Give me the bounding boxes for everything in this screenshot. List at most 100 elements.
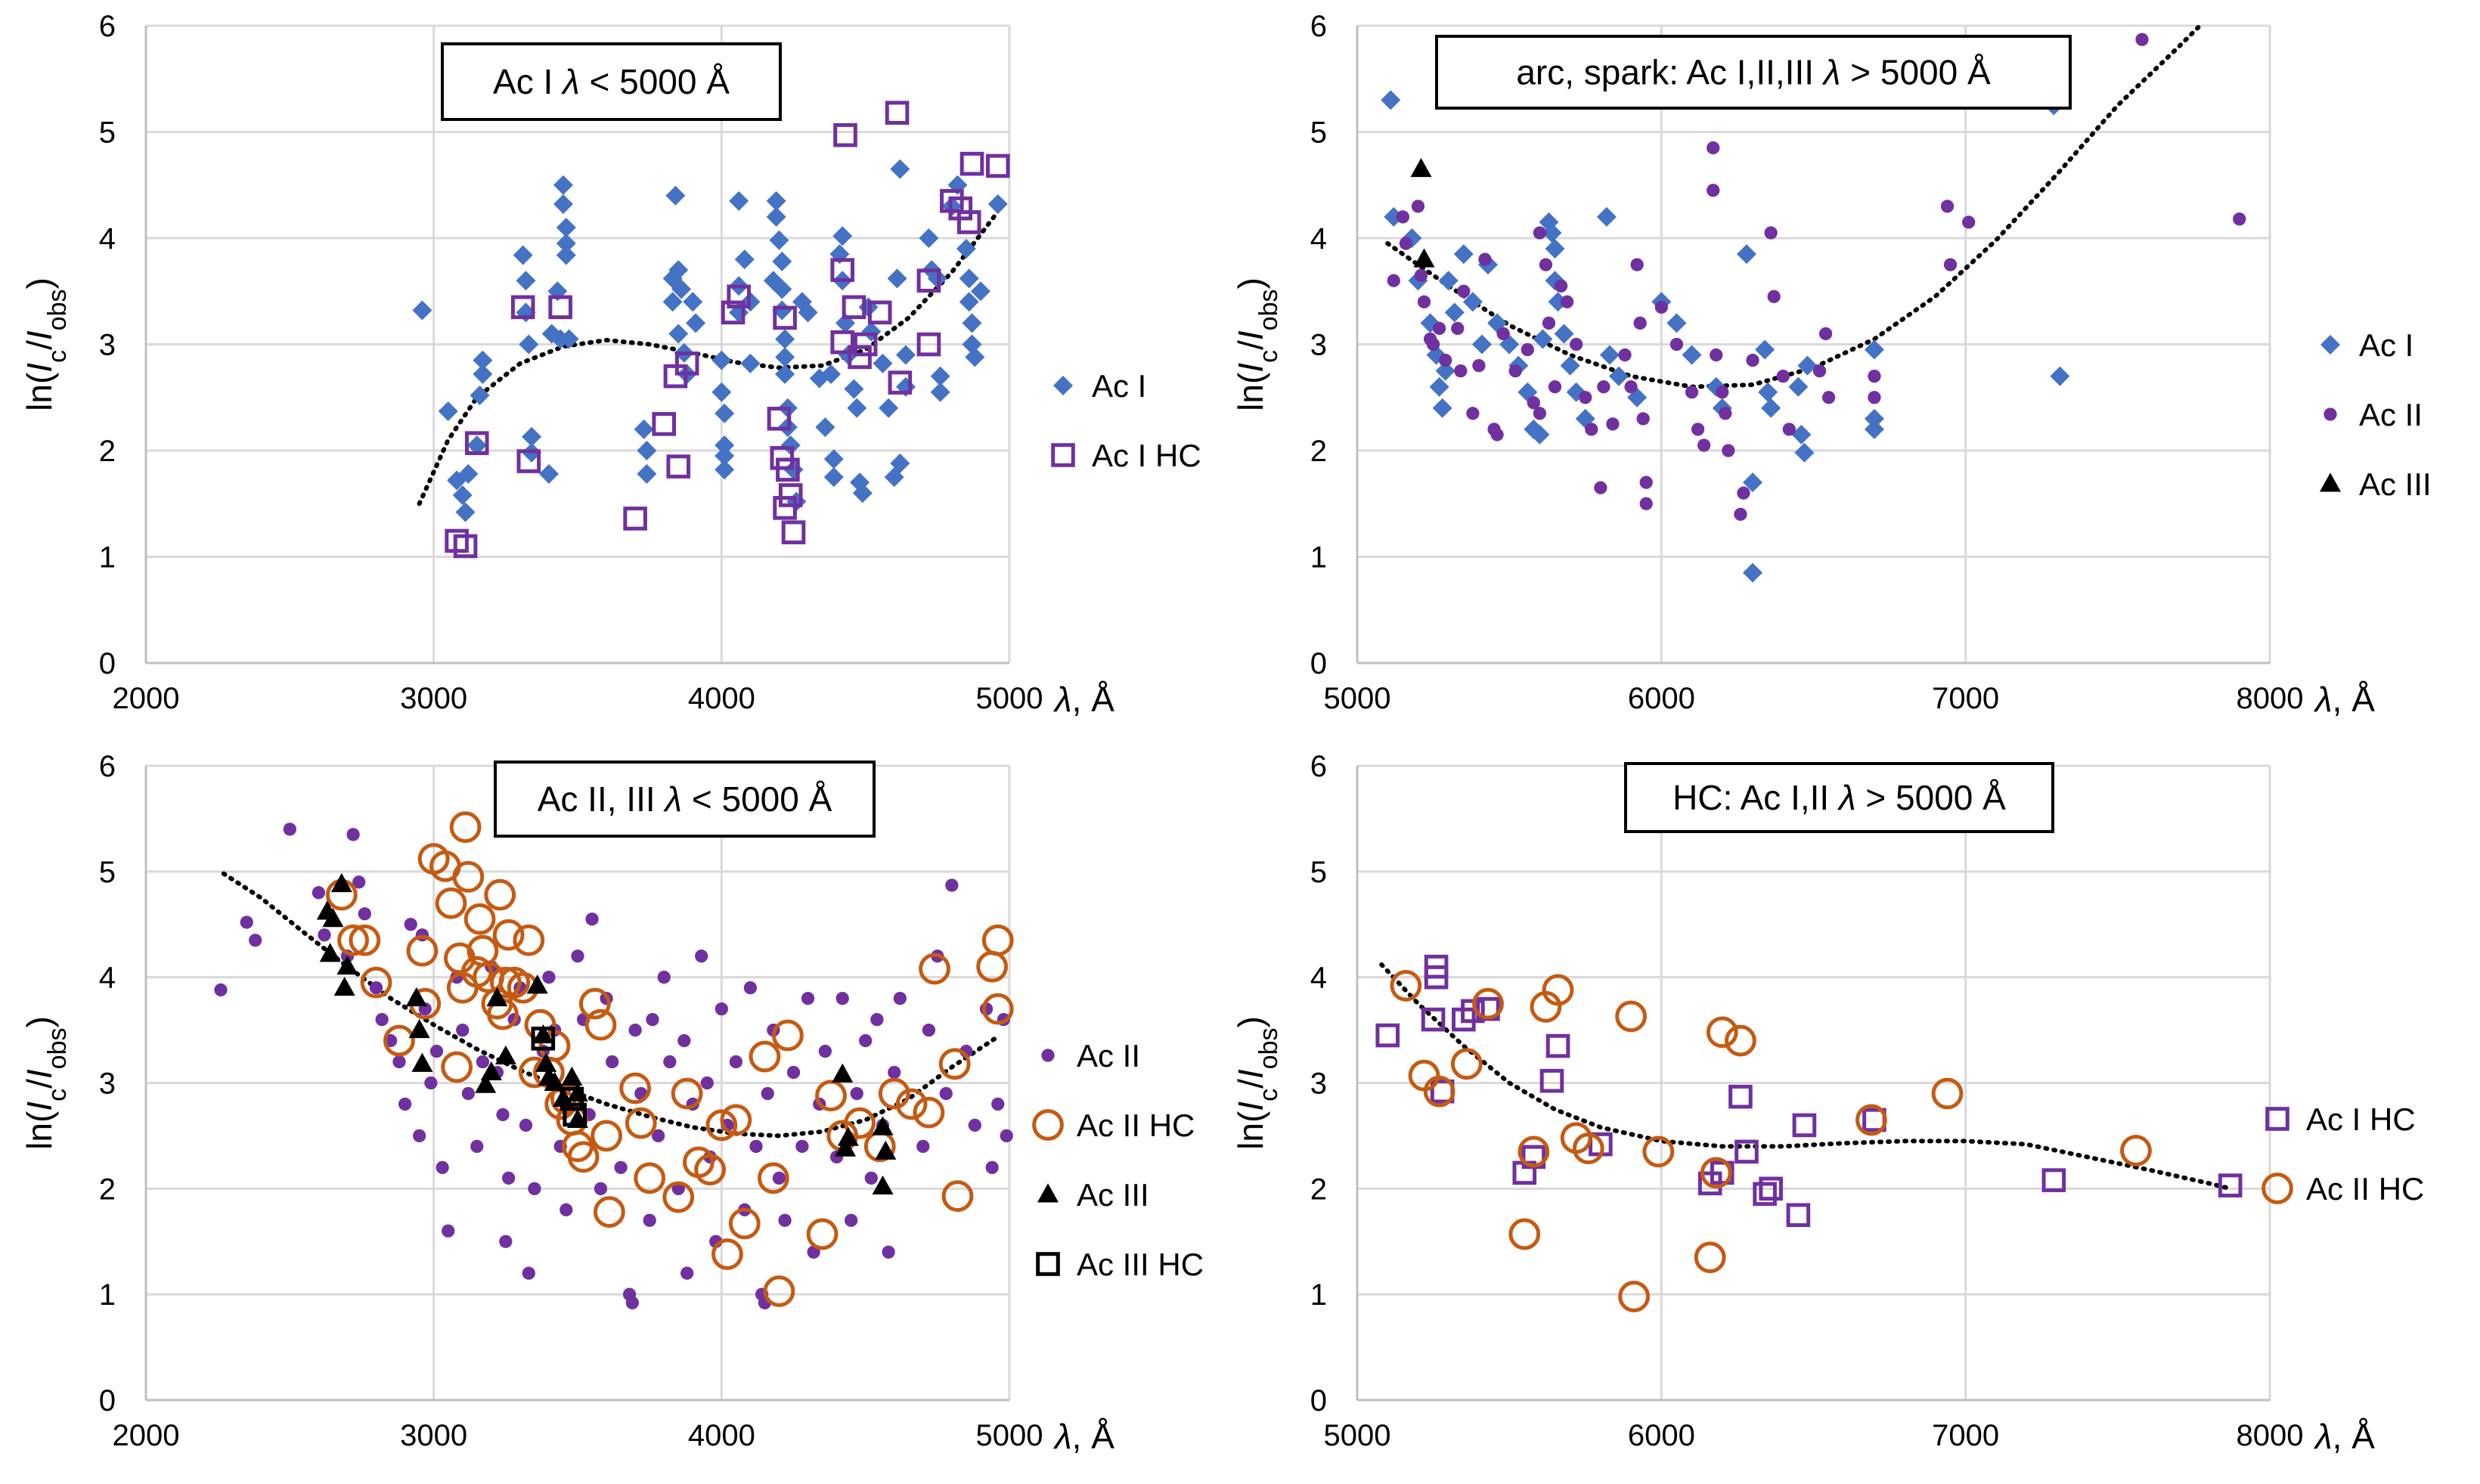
point-ac-ii — [1962, 215, 1976, 229]
point-ac-ii — [594, 1182, 608, 1195]
point-ac-ii — [424, 1076, 438, 1090]
legend-marker-ac-i — [1053, 376, 1073, 395]
point-ac-i — [516, 271, 536, 291]
point-ac-ii — [1439, 353, 1452, 367]
point-ac-i — [775, 347, 795, 367]
point-ac-ii-hc — [452, 860, 485, 893]
point-ac-i — [1444, 302, 1465, 323]
point-ac-ii-hc — [757, 1162, 789, 1194]
point-ac-i — [412, 300, 432, 321]
y-axis-label-text: ln(Ic/Iobs) — [1231, 1016, 1283, 1150]
point-ac-ii — [695, 950, 708, 963]
point-ac-ii — [1624, 380, 1638, 394]
y-axis-label-text: ln(Ic/Iobs) — [20, 277, 72, 411]
point-ac-ii-hc — [1408, 1059, 1440, 1092]
point-ac-ii-hc — [878, 1077, 910, 1110]
point-ac-i — [772, 279, 792, 299]
point-ac-i-hc — [773, 305, 797, 330]
point-ac-ii — [1685, 386, 1699, 399]
point-ac-i — [763, 271, 783, 291]
point-ac-i — [662, 292, 683, 312]
point-ac-i — [556, 217, 576, 237]
point-ac-i — [1435, 361, 1455, 381]
trendline — [417, 209, 1000, 507]
point-ac-iii — [832, 1063, 854, 1083]
point-ac-i-hc — [510, 295, 535, 320]
point-ac-i — [766, 206, 786, 227]
y-tick-label: 6 — [99, 750, 116, 783]
point-ac-ii — [214, 983, 228, 997]
point-ac-ii — [916, 1139, 930, 1154]
data-points — [214, 811, 1014, 1309]
point-ac-i-hc — [778, 483, 803, 507]
point-ac-ii — [404, 918, 417, 931]
y-tick-label: 4 — [1310, 222, 1327, 256]
point-ac-ii — [715, 1002, 728, 1016]
point-ac-ii — [663, 1055, 677, 1069]
point-ac-ii-hc — [662, 1181, 695, 1213]
point-ac-ii-hc — [489, 966, 522, 999]
point-ac-ii — [646, 1012, 659, 1027]
point-ac-i-hc — [666, 454, 691, 479]
x-axis-label: λ, Å — [1052, 680, 1114, 719]
point-ac-i — [473, 364, 493, 384]
trendline-path — [221, 871, 997, 1139]
point-ac-i — [1545, 239, 1565, 259]
point-ac-ii — [888, 1065, 901, 1080]
plot-grid — [1356, 764, 2271, 1402]
point-ac-ii — [1521, 342, 1534, 357]
point-ac-ii-hc — [671, 1077, 703, 1110]
point-ac-iii — [872, 1175, 894, 1195]
point-ac-i — [1453, 244, 1474, 265]
point-ac-i — [470, 385, 490, 405]
point-ac-i — [823, 449, 844, 469]
point-ac-ii — [1508, 364, 1522, 378]
point-ac-ii — [985, 1160, 999, 1175]
point-ac-ii — [1594, 481, 1607, 494]
point-ac-ii — [1618, 348, 1632, 362]
point-ac-ii — [1542, 316, 1556, 330]
title-box — [441, 42, 782, 121]
point-ac-ii-hc — [584, 1008, 617, 1041]
point-ac-ii-hc — [919, 953, 950, 985]
point-ac-ii-hc — [1542, 974, 1574, 1006]
point-ac-ii — [786, 1065, 801, 1080]
panel-hc-above-5000: 5000 6000 7000 8000 0 1 2 3 4 5 6 ln(Ic/Iobs) λ, … — [1231, 750, 2424, 1456]
point-ac-i-hc — [2041, 1168, 2066, 1192]
point-ac-ii-hc — [513, 924, 545, 956]
point-ac-i — [959, 268, 979, 289]
y-tick-label: 4 — [1310, 962, 1327, 995]
point-ac-i — [452, 485, 473, 506]
point-ac-i — [1530, 424, 1550, 445]
x-axis-label: λ, Å — [1052, 1417, 1114, 1456]
point-ac-ii-hc — [728, 1207, 761, 1240]
point-ac-i — [711, 350, 732, 370]
point-ac-ii — [1396, 210, 1409, 224]
x-axis-label-text: λ, Å — [1052, 1417, 1114, 1456]
point-ac-i — [769, 230, 789, 250]
x-tick-label: 8000 — [2237, 682, 2304, 715]
y-tick-labels: 0 1 2 3 4 5 6 — [99, 750, 116, 1417]
point-ac-ii-hc — [749, 1040, 781, 1073]
point-ac-i-hc — [776, 457, 800, 482]
trendline — [221, 871, 997, 1139]
x-axis-label: λ, Å — [2313, 1417, 2375, 1456]
point-ac-ii — [1454, 364, 1468, 378]
point-ac-i-hc — [623, 507, 647, 531]
plot-axes — [1356, 766, 2270, 1402]
point-ac-ii — [1943, 258, 1958, 271]
point-ac-ii — [502, 1171, 516, 1185]
point-ac-i — [1599, 345, 1620, 365]
y-tick-label: 6 — [1310, 10, 1327, 43]
point-ac-ii — [412, 1129, 426, 1143]
point-ac-ii — [1548, 380, 1562, 394]
point-ac-ii — [1387, 274, 1400, 287]
panel-arc-spark-above-5000: 5000 6000 7000 8000 0 1 2 3 4 5 6 ln(Ic/Iobs) λ, … — [1231, 10, 2432, 719]
point-ac-iii — [532, 1024, 554, 1044]
legend-marker-ac-iii — [1037, 1183, 1059, 1203]
point-ac-ii — [1654, 300, 1668, 314]
point-ac-iii — [837, 1126, 859, 1146]
point-ac-i — [715, 403, 735, 423]
point-ac-ii — [643, 1213, 656, 1227]
legend: Ac II Ac II HC Ac III Ac III HC — [1032, 1038, 1204, 1282]
